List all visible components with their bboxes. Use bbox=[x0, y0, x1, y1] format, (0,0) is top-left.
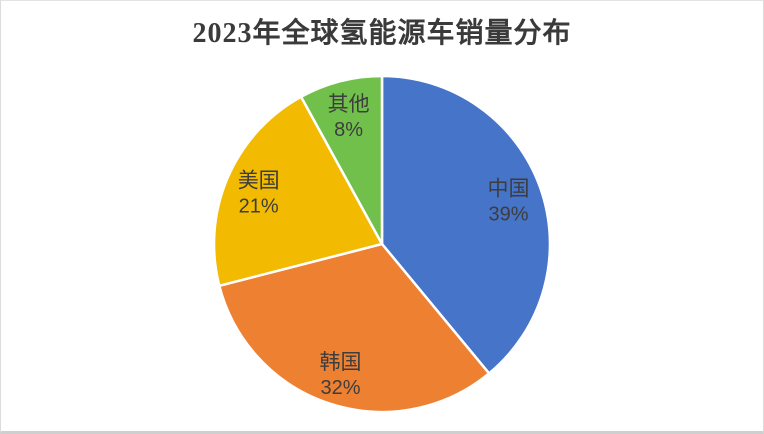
slice-label-percent-usa: 21% bbox=[239, 196, 279, 218]
slice-label-name-usa: 美国 bbox=[238, 169, 280, 193]
slice-label-name-korea: 韩国 bbox=[320, 350, 362, 374]
chart-title: 2023年全球氢能源车销量分布 bbox=[192, 18, 572, 49]
slice-label-percent-others: 8% bbox=[334, 119, 363, 141]
slice-label-percent-korea: 32% bbox=[320, 377, 360, 399]
pie-slice-china bbox=[380, 74, 552, 375]
slice-label-name-china: 中国 bbox=[488, 177, 530, 201]
slice-label-name-others: 其他 bbox=[328, 92, 370, 116]
pie-slice-others bbox=[299, 74, 384, 246]
pie-slice-korea bbox=[218, 242, 491, 414]
slice-label-percent-china: 39% bbox=[488, 204, 528, 226]
pie-slice-usa bbox=[212, 95, 384, 288]
